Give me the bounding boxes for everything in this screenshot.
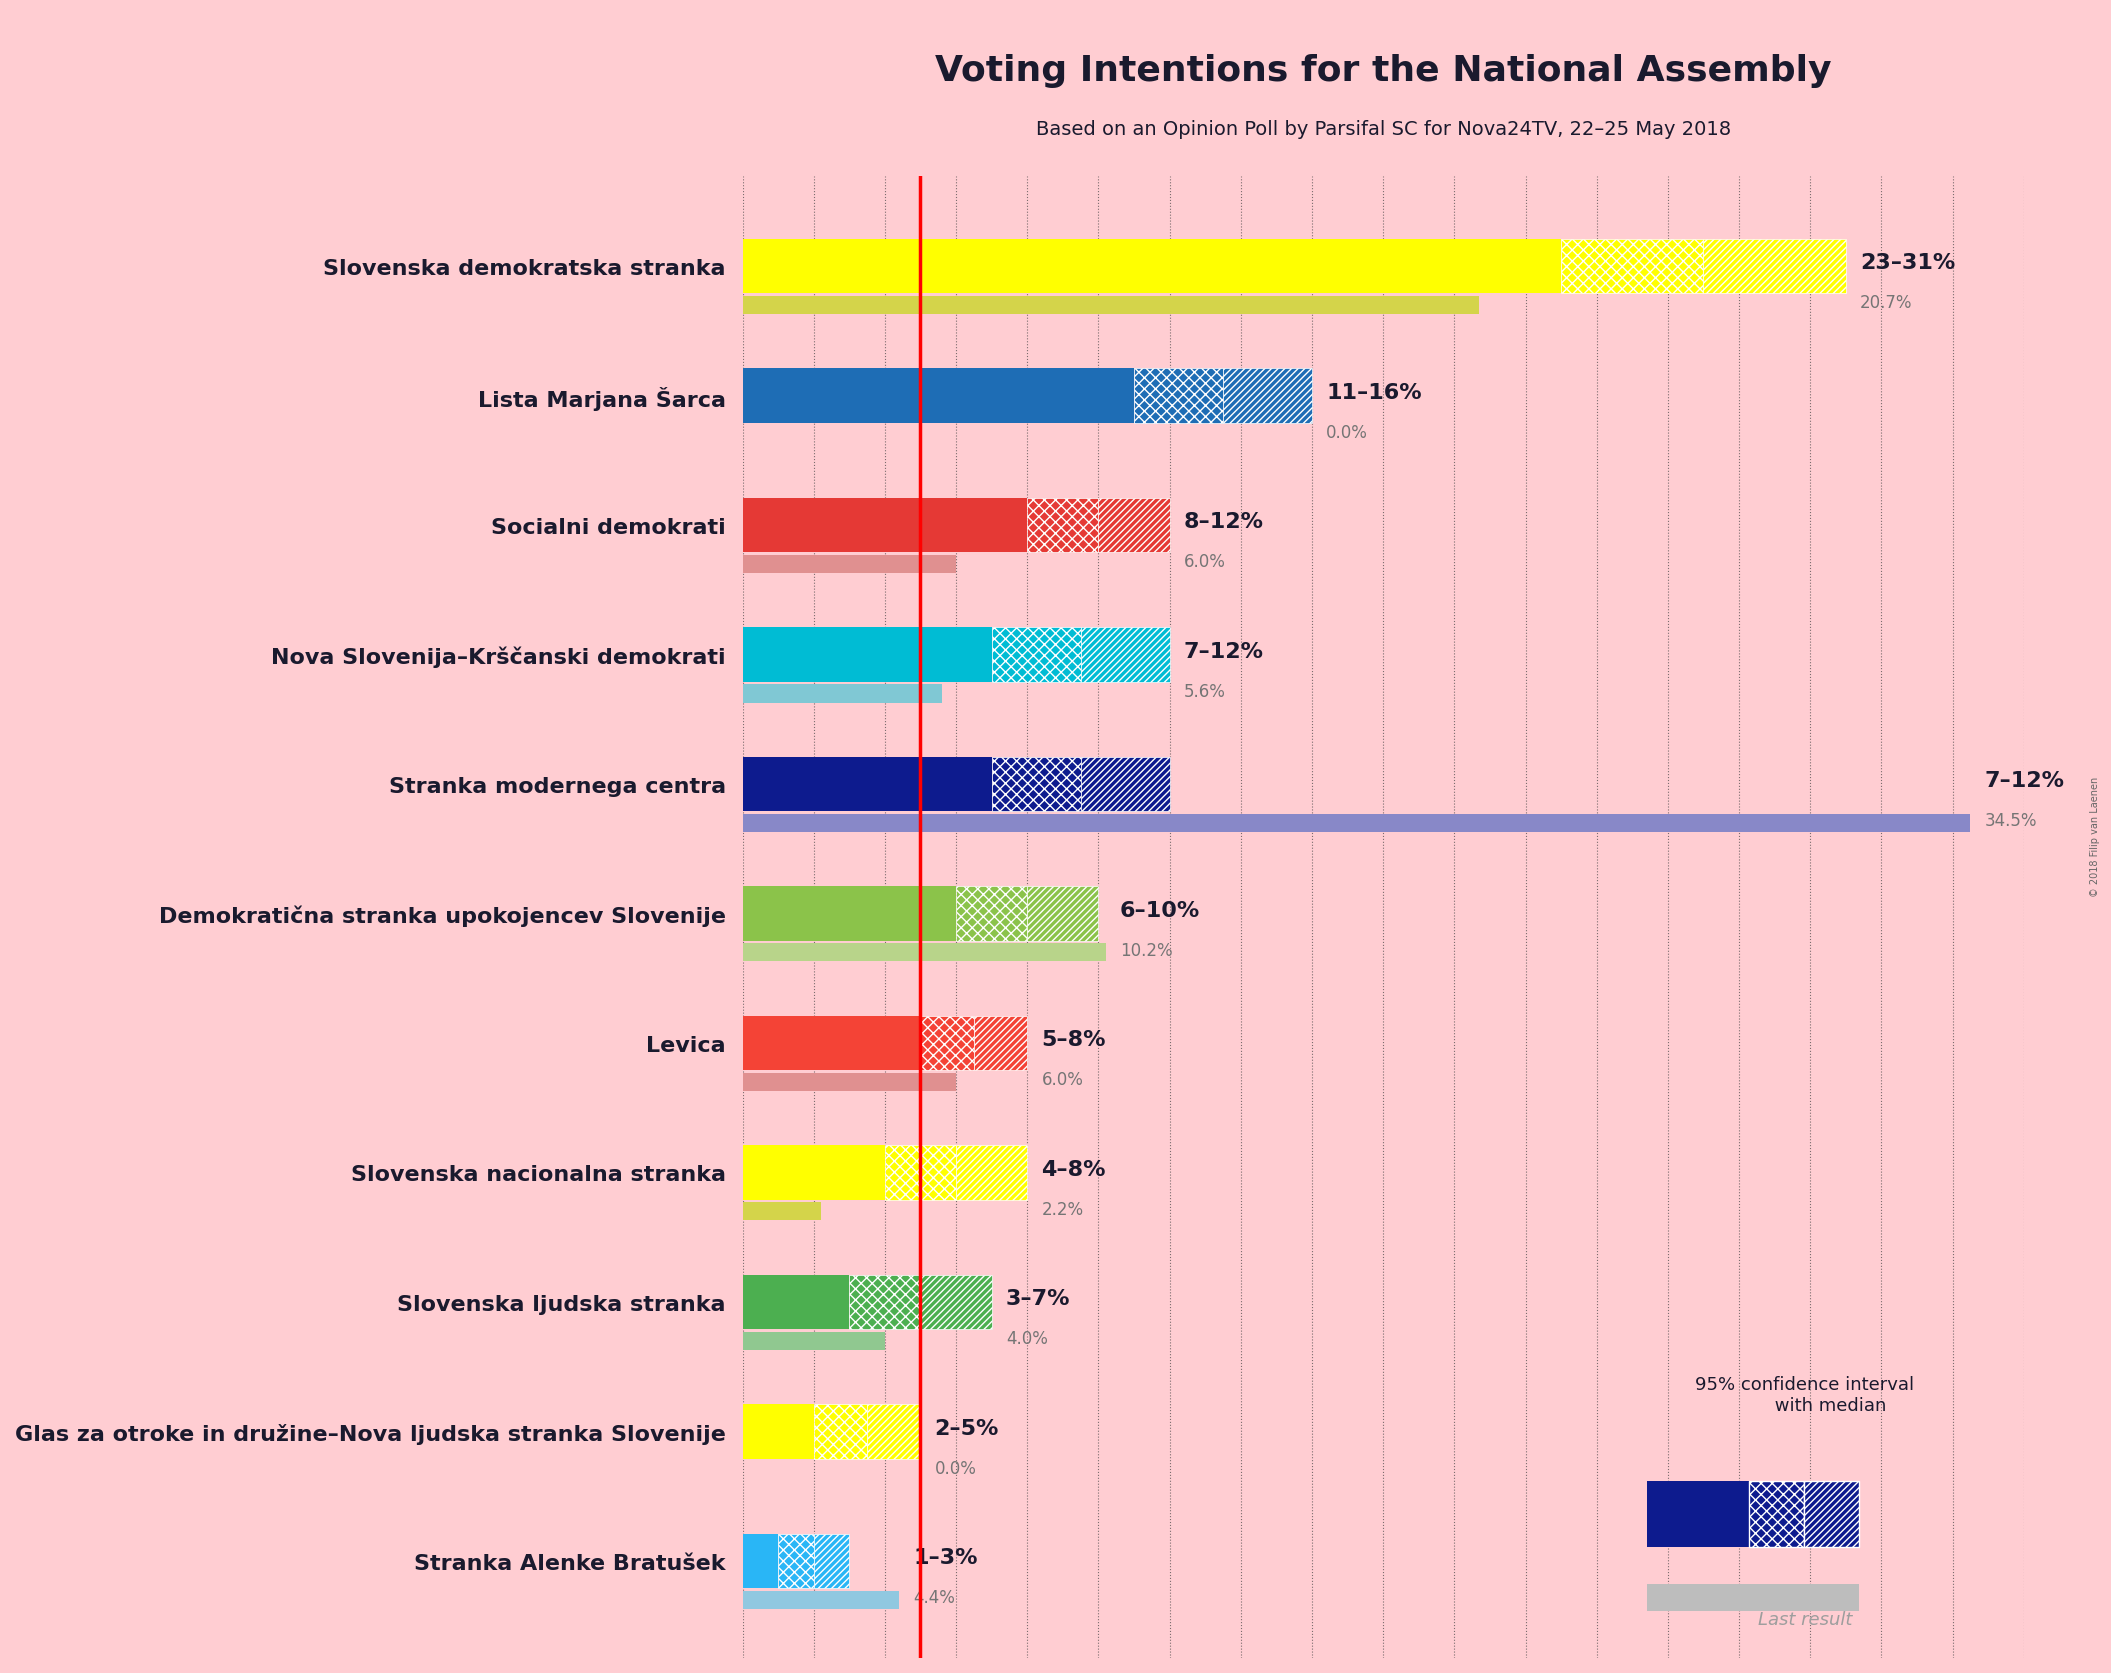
Text: 11–16%: 11–16% [1326,383,1423,403]
Bar [743,758,992,811]
Bar [920,1016,973,1071]
Bar [743,1203,821,1221]
Bar [868,1404,920,1459]
Bar [813,1534,849,1588]
Bar [885,1146,956,1200]
Text: 2.2%: 2.2% [1041,1200,1083,1218]
Text: Voting Intentions for the National Assembly: Voting Intentions for the National Assem… [935,54,1832,87]
Bar [743,684,942,703]
Bar [743,239,1562,294]
Bar [743,887,956,942]
Text: 4–8%: 4–8% [1041,1159,1106,1179]
Text: 5–8%: 5–8% [1041,1029,1106,1049]
Text: 23–31%: 23–31% [1860,253,1955,273]
Text: 5.6%: 5.6% [1184,683,1226,701]
Bar [743,1332,885,1350]
Bar [743,1534,779,1588]
Text: 0.0%: 0.0% [935,1459,977,1477]
Text: 34.5%: 34.5% [1984,811,2037,830]
Bar [813,1404,868,1459]
Bar [743,1146,885,1200]
Bar [1081,758,1169,811]
Text: Based on an Opinion Poll by Parsifal SC for Nova24TV, 22–25 May 2018: Based on an Opinion Poll by Parsifal SC … [1037,120,1731,139]
Text: 4.4%: 4.4% [914,1588,956,1606]
Bar [1098,499,1169,554]
Bar [1805,1482,1860,1546]
Bar [1647,1584,1860,1611]
Bar [1028,887,1098,942]
Bar [1647,1482,1750,1546]
Text: 4.0%: 4.0% [1007,1330,1047,1347]
Bar [743,1404,813,1459]
Bar [743,944,1106,962]
Bar [743,370,1134,423]
Bar [743,815,1970,833]
Bar [1562,239,1704,294]
Text: 8–12%: 8–12% [1184,512,1264,532]
Bar [743,555,956,574]
Bar [920,1275,992,1330]
Bar [1134,370,1222,423]
Text: 6–10%: 6–10% [1119,900,1199,920]
Bar [956,887,1028,942]
Bar [1081,627,1169,683]
Text: 0.0%: 0.0% [1326,423,1368,442]
Bar [743,1016,920,1071]
Bar [743,1275,849,1330]
Bar [992,758,1081,811]
Text: 95% confidence interval
         with median: 95% confidence interval with median [1695,1375,1915,1414]
Bar [1704,239,1845,294]
Text: 6.0%: 6.0% [1184,554,1226,570]
Bar [743,499,1028,554]
Bar [956,1146,1028,1200]
Bar [973,1016,1028,1071]
Text: 10.2%: 10.2% [1119,942,1172,959]
Text: 7–12%: 7–12% [1984,771,2065,791]
Bar [743,1591,899,1609]
Text: Last result: Last result [1758,1609,1851,1628]
Text: 6.0%: 6.0% [1041,1071,1083,1089]
Bar [743,296,1480,315]
Bar [1750,1482,1805,1546]
Text: 2–5%: 2–5% [935,1417,999,1437]
Text: © 2018 Filip van Laenen: © 2018 Filip van Laenen [2090,776,2100,897]
Bar [849,1275,920,1330]
Bar [1028,499,1098,554]
Bar [992,627,1081,683]
Bar [743,627,992,683]
Text: 7–12%: 7–12% [1184,641,1264,661]
Text: 1–3%: 1–3% [914,1548,977,1568]
Text: 3–7%: 3–7% [1007,1288,1070,1308]
Bar [1222,370,1311,423]
Bar [743,1072,956,1091]
Bar [779,1534,813,1588]
Text: 20.7%: 20.7% [1860,294,1913,313]
